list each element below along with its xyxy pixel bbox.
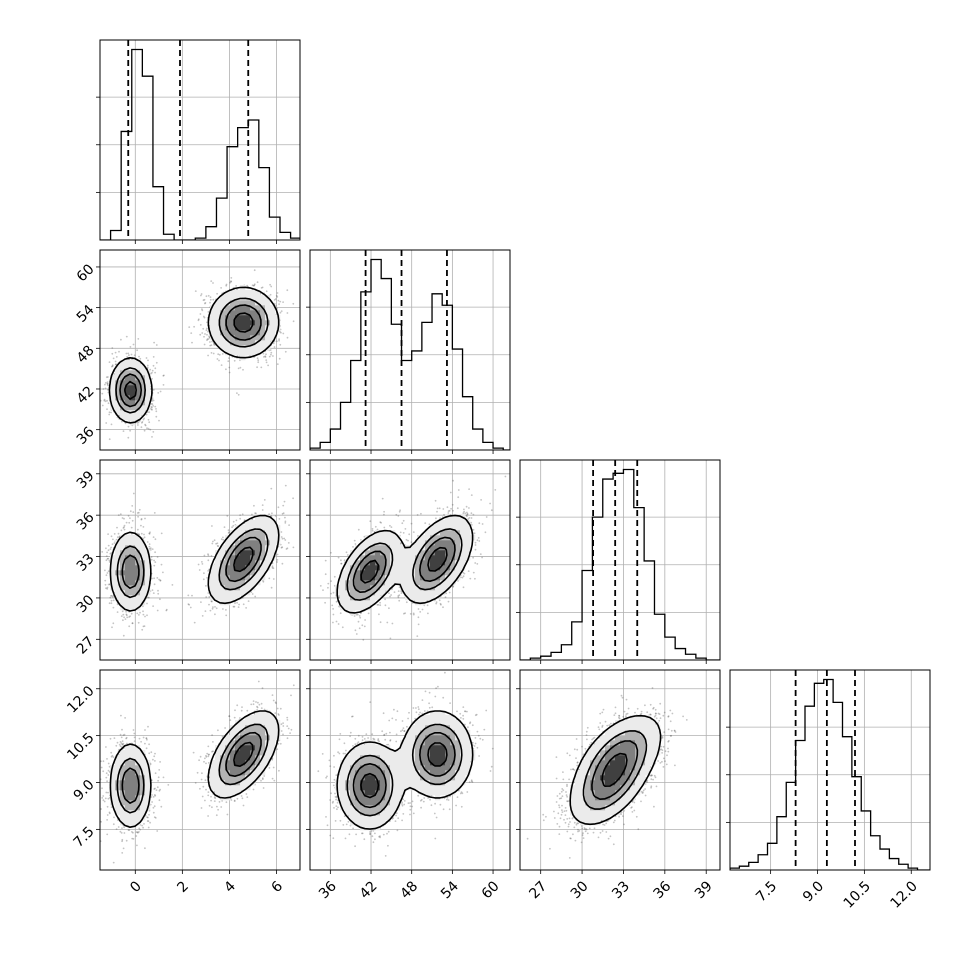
contour-line <box>352 732 456 809</box>
y-tick-label: 39 <box>74 468 98 492</box>
panel-frame <box>729 669 931 871</box>
x-tick-label: 4 <box>221 878 239 896</box>
scatter-panel-1-0 <box>96 249 301 454</box>
contour-line <box>116 723 269 814</box>
contour-line <box>582 730 648 810</box>
histogram-panel-0 <box>96 39 301 244</box>
contour-line <box>346 723 463 817</box>
histogram-step <box>730 678 930 870</box>
x-tick-label: 10.5 <box>841 878 874 911</box>
panel-frame <box>99 39 301 241</box>
scatter-panel-3-1 <box>306 669 511 874</box>
y-tick-label: 7.5 <box>71 824 98 851</box>
scatter-panel-3-0 <box>96 669 301 874</box>
contour-line <box>121 536 262 589</box>
x-tick-label: 0 <box>127 878 145 896</box>
x-tick-label: 27 <box>526 878 550 902</box>
x-tick-label: 30 <box>568 878 592 902</box>
panel-frame <box>309 459 511 661</box>
panel-frame <box>519 669 721 871</box>
contour-line <box>119 304 262 408</box>
histogram-step <box>100 48 300 240</box>
contour-line <box>108 286 280 424</box>
y-tick-label: 30 <box>74 592 98 616</box>
contour-line <box>360 546 448 584</box>
contour-line <box>121 731 262 804</box>
panel-frame <box>99 669 301 871</box>
scatter-panel-2-0 <box>96 459 301 664</box>
y-tick-label: 33 <box>74 551 98 575</box>
x-tick-label: 7.5 <box>753 878 780 905</box>
panel-frame <box>519 459 721 661</box>
contour-line <box>336 710 474 830</box>
contour-line <box>109 710 280 828</box>
x-tick-label: 60 <box>479 878 503 902</box>
y-tick-label: 10.5 <box>64 730 97 763</box>
y-tick-label: 48 <box>74 343 98 367</box>
histogram-panel-2 <box>516 459 721 664</box>
x-tick-label: 9.0 <box>800 878 827 905</box>
x-tick-label: 36 <box>651 878 675 902</box>
x-tick-label: 33 <box>609 878 633 902</box>
contour-line <box>116 528 269 599</box>
y-tick-label: 60 <box>74 261 98 285</box>
x-tick-label: 6 <box>268 878 286 896</box>
scatter-panel-3-2 <box>516 669 721 874</box>
x-tick-label: 2 <box>174 878 192 896</box>
y-tick-label: 27 <box>74 634 98 658</box>
contour-line <box>115 297 269 414</box>
y-tick-label: 9.0 <box>71 777 98 804</box>
contour-line <box>233 546 254 573</box>
histogram-panel-3 <box>726 669 931 874</box>
contour-line <box>591 740 639 800</box>
y-tick-label: 54 <box>74 302 98 326</box>
y-tick-label: 42 <box>74 383 98 407</box>
contour-line <box>109 514 280 612</box>
histogram-step <box>520 468 720 660</box>
contour-line <box>124 312 254 400</box>
scatter-panel-2-1 <box>306 459 511 664</box>
contour-line <box>360 742 448 799</box>
x-tick-label: 36 <box>316 878 340 902</box>
panel-frame <box>99 459 301 661</box>
histogram-panel-1 <box>306 249 511 454</box>
contour-line <box>346 528 463 601</box>
contour-line <box>336 514 474 614</box>
contour-line <box>233 741 254 767</box>
contour-line <box>569 714 662 826</box>
y-tick-label: 36 <box>74 424 98 448</box>
contour-line <box>601 752 628 787</box>
contour-line <box>352 536 456 593</box>
x-tick-label: 54 <box>438 878 462 902</box>
x-tick-label: 12.0 <box>888 878 921 911</box>
x-tick-label: 39 <box>692 878 716 902</box>
histogram-step <box>310 258 510 450</box>
y-tick-label: 36 <box>74 509 98 533</box>
panel-frame <box>99 249 301 451</box>
x-tick-label: 48 <box>397 878 421 902</box>
x-tick-label: 42 <box>357 878 381 902</box>
panel-frame <box>309 249 511 451</box>
y-tick-label: 12.0 <box>64 683 97 716</box>
panel-frame <box>309 669 511 871</box>
